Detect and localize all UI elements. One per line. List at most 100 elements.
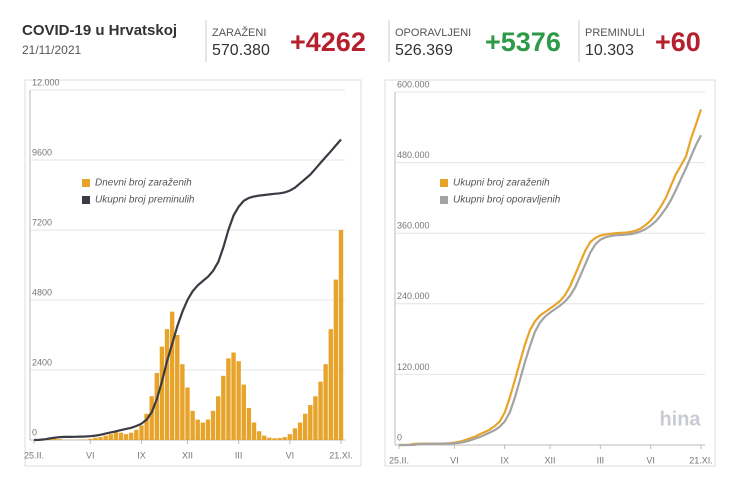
x-tick-label: VI [286,450,295,460]
bar [129,432,134,440]
bar [108,434,113,440]
bar [52,438,57,440]
bar [210,410,216,440]
bar [169,311,175,440]
bar [221,375,226,440]
bar [164,329,170,440]
bar [292,428,298,440]
bar [267,437,272,440]
bar [333,279,339,440]
y-tick-label: 480.000 [397,150,430,160]
x-tick-label: 25.II. [24,450,44,460]
date: 21/11/2021 [22,43,81,57]
bar [216,396,221,440]
y-tick-label: 0 [397,432,402,442]
bar [149,396,154,440]
bar [118,432,124,440]
legend-swatch [82,196,90,204]
bar [175,335,180,440]
bar [241,384,246,440]
bar [113,431,119,440]
stat-label: OPORAVLJENI [395,27,471,39]
bar [246,407,252,440]
y-tick-label: 2400 [32,357,52,367]
bar [236,361,241,440]
y-tick-label: 12.000 [32,77,60,87]
bar [195,419,200,440]
x-tick-label: VI [450,455,459,465]
bar [82,439,88,440]
y-tick-label: 360.000 [397,221,430,231]
stat-total: 10.303 [585,42,634,59]
left-panel [24,79,362,467]
y-tick-label: 4800 [32,287,52,297]
legend-label: Ukupni broj preminulih [95,195,195,206]
bar [103,435,108,440]
y-tick-label: 9600 [32,147,52,157]
bar [308,405,313,440]
bar [180,364,185,440]
stat-change: +60 [655,27,701,57]
y-tick-label: 600.000 [397,79,430,89]
bar [93,437,98,440]
bar [200,422,206,440]
bar [287,434,293,440]
y-tick-label: 240.000 [397,291,430,301]
legend-swatch [440,196,448,204]
bar [134,429,139,440]
x-tick-label: XII [182,450,193,460]
stat-total: 570.380 [212,42,270,59]
title: COVID-19 u Hrvatskoj [22,22,177,39]
x-tick-label: IX [137,450,146,460]
line [33,138,342,442]
bar [323,364,328,440]
x-tick-label: IX [500,455,509,465]
legend-swatch [82,179,90,187]
bar [88,438,93,440]
bar [154,372,159,440]
bar [98,437,103,440]
x-tick-label: 21.XI. [689,455,713,465]
bar [282,437,287,440]
bar [262,435,267,440]
x-tick-label: VI [646,455,655,465]
x-tick-label: 21.XI. [329,450,353,460]
bar [231,352,236,440]
x-tick-label: III [597,455,605,465]
bar [205,419,211,440]
bar [313,396,318,440]
bar [144,413,149,440]
y-tick-label: 120.000 [397,362,430,372]
legend-label: Ukupni broj zaraženih [453,178,550,189]
bar [226,358,231,440]
right-panel [384,79,716,467]
stat-label: PREMINULI [585,27,645,39]
legend-label: Ukupni broj oporavljenih [453,195,561,206]
bar [318,381,323,440]
bar [190,410,195,440]
bar [123,434,129,440]
bar [256,431,262,440]
legend-swatch [440,179,448,187]
legend-label: Dnevni broj zaraženih [95,178,192,189]
bar [251,422,257,440]
bar [277,437,282,440]
bar [297,422,303,440]
y-tick-label: 7200 [32,217,52,227]
bar [159,346,165,440]
x-tick-label: VI [86,450,95,460]
bar [185,387,190,440]
stat-change: +4262 [290,27,366,57]
bar [338,230,344,440]
y-tick-label: 0 [32,427,37,437]
bar [302,413,308,440]
x-tick-label: 25.II. [389,455,409,465]
stat-total: 526.369 [395,42,453,59]
bar [272,438,277,440]
bar [328,329,333,440]
bar [139,425,144,440]
line [399,134,702,447]
